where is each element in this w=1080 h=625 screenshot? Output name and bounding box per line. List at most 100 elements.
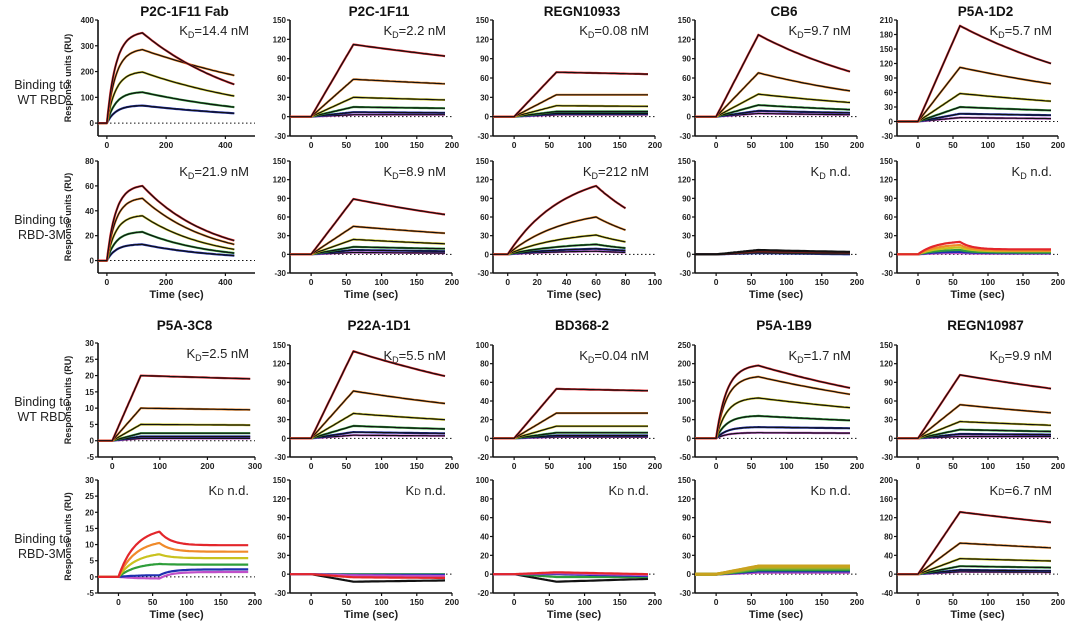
- sensorgram-curve: [290, 573, 446, 583]
- y-tick-label: 150: [880, 45, 894, 54]
- fit-curve: [290, 43, 446, 118]
- y-tick-label: 150: [273, 476, 287, 485]
- fit-curve: [897, 420, 1052, 439]
- fit-curve: [290, 111, 445, 118]
- y-tick-label: 30: [85, 339, 94, 348]
- fit-curve: [695, 110, 851, 118]
- fit-curve: [290, 431, 446, 439]
- fit-curve: [290, 78, 446, 118]
- y-tick-label: 90: [884, 378, 893, 387]
- row-label-line: RBD-3M: [18, 228, 66, 242]
- fit-curve: [897, 558, 1052, 575]
- fit-curve: [897, 117, 1051, 123]
- y-tick-label: -50: [679, 453, 691, 462]
- kd-label: KD n.d.: [811, 164, 851, 181]
- y-tick-label: 60: [277, 213, 286, 222]
- fit-curve: [98, 407, 251, 442]
- y-tick-label: 90: [682, 55, 691, 64]
- kd-label: KD=6.7 nM: [989, 483, 1052, 498]
- y-tick-label: -30: [881, 453, 893, 462]
- y-tick-label: 10: [85, 541, 94, 550]
- x-tick-label: 100: [779, 461, 793, 471]
- row-label-line: WT RBD: [17, 410, 67, 424]
- x-tick-label: 100: [577, 597, 591, 607]
- y-tick-label: 100: [678, 397, 692, 406]
- fit-curve: [897, 25, 1052, 123]
- row-label-wt-rbd-top: Binding to WT RBD: [8, 78, 76, 108]
- sensorgram-curve: [98, 553, 249, 578]
- fit-curve: [493, 388, 648, 439]
- y-tick-label: 150: [273, 16, 287, 25]
- y-tick-label: 0: [485, 570, 490, 579]
- sensorgram-curve: [98, 530, 249, 578]
- y-tick-label: 120: [678, 176, 692, 185]
- x-tick-label: 150: [613, 140, 627, 150]
- y-tick-label: 150: [476, 157, 490, 166]
- fit-curve: [98, 71, 235, 124]
- y-tick-label: -20: [477, 589, 489, 598]
- fit-curve: [493, 412, 648, 439]
- x-tick-label: 150: [815, 277, 829, 287]
- y-tick-label: 60: [682, 533, 691, 542]
- panel-title: P5A-3C8: [157, 318, 213, 333]
- x-tick-label: 150: [815, 597, 829, 607]
- x-tick-label: 150: [1016, 140, 1030, 150]
- chart-panel-1: P2C-1F11 Fab 0 100 200 300 400 0 200 400 Response…: [63, 4, 255, 150]
- x-tick-label: 100: [577, 461, 591, 471]
- y-tick-label: 0: [282, 250, 287, 259]
- y-tick-label: 120: [273, 176, 287, 185]
- y-tick-label: 25: [85, 355, 94, 364]
- kd-label: KD=0.08 nM: [579, 23, 649, 40]
- y-tick-label: 60: [884, 213, 893, 222]
- x-tick-label: 150: [214, 597, 228, 607]
- y-tick-label: -30: [274, 589, 286, 598]
- row-label-line: Binding to: [14, 395, 70, 409]
- panel-title: P2C-1F11 Fab: [140, 4, 229, 19]
- fit-curve: [897, 113, 1051, 123]
- y-tick-label: 30: [480, 232, 489, 241]
- x-tick-label: 200: [248, 597, 262, 607]
- x-tick-label: 100: [981, 461, 995, 471]
- y-axis-label: Response units (RU): [63, 356, 73, 445]
- x-tick-label: 100: [153, 461, 167, 471]
- fit-curve: [493, 425, 648, 439]
- x-tick-label: 0: [714, 140, 719, 150]
- y-tick-label: 90: [480, 194, 489, 203]
- fit-curve: [98, 91, 235, 124]
- y-tick-label: 90: [884, 194, 893, 203]
- y-tick-label: 20: [85, 232, 94, 241]
- kd-label: KD=14.4 nM: [179, 23, 249, 40]
- kd-label: KD=21.9 nM: [179, 164, 249, 181]
- y-tick-label: 0: [90, 437, 95, 446]
- y-tick-label: 200: [678, 360, 692, 369]
- y-tick-label: 120: [476, 176, 490, 185]
- x-tick-label: 100: [374, 277, 388, 287]
- y-tick-label: 0: [282, 570, 287, 579]
- y-tick-label: 30: [884, 232, 893, 241]
- row-label-line: Binding to: [14, 78, 70, 92]
- y-tick-label: 40: [480, 533, 489, 542]
- x-tick-label: 200: [850, 140, 864, 150]
- y-tick-label: 180: [880, 31, 894, 40]
- y-tick-label: 0: [687, 434, 692, 443]
- x-tick-label: 200: [445, 461, 459, 471]
- x-tick-label: 50: [948, 461, 958, 471]
- fit-curve: [695, 415, 851, 439]
- y-tick-label: 25: [85, 492, 94, 501]
- x-tick-label: 150: [410, 597, 424, 607]
- x-tick-label: 100: [981, 597, 995, 607]
- x-tick-label: 50: [342, 140, 352, 150]
- fit-curve: [897, 511, 1052, 575]
- sensorgram-curve: [98, 568, 249, 578]
- fit-curve: [493, 110, 648, 118]
- panel-title: P5A-1D2: [958, 4, 1014, 19]
- y-tick-label: -30: [679, 269, 691, 278]
- y-tick-label: 30: [884, 416, 893, 425]
- x-tick-label: 0: [916, 461, 921, 471]
- x-tick-label: 100: [981, 277, 995, 287]
- panel-title: P5A-1B9: [756, 318, 812, 333]
- y-tick-label: 120: [273, 495, 287, 504]
